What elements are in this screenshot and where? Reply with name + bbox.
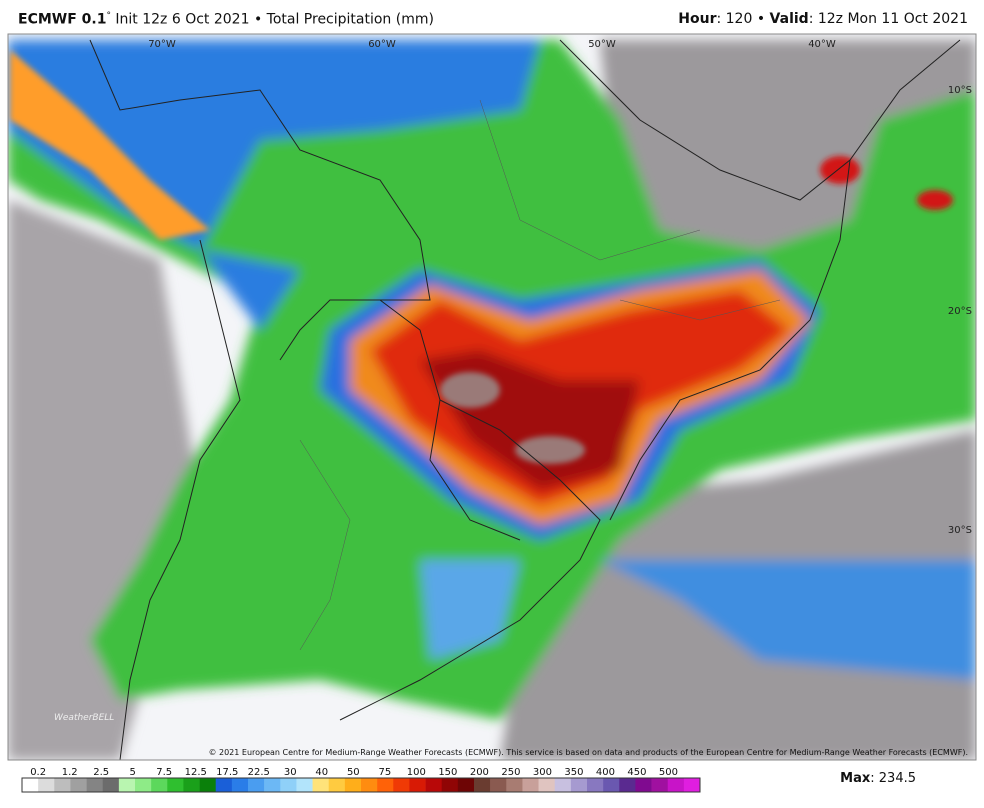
colorbar-swatch <box>70 778 87 792</box>
colorbar-swatch <box>328 778 346 792</box>
colorbar-label: 350 <box>564 767 583 778</box>
colorbar-label: 400 <box>596 767 615 778</box>
colorbar-swatch <box>425 778 443 792</box>
colorbar-swatch <box>167 778 184 792</box>
colorbar-swatch <box>506 778 523 792</box>
colorbar-label: 2.5 <box>93 767 109 778</box>
colorbar-swatch <box>312 778 330 792</box>
colorbar-swatch <box>587 778 604 792</box>
lon-label: 40°W <box>808 39 836 50</box>
colorbar-label: 100 <box>407 767 426 778</box>
colorbar-label: 250 <box>501 767 520 778</box>
colorbar-swatch <box>635 778 652 792</box>
colorbar-label: 75 <box>378 767 391 778</box>
colorbar-swatch <box>651 778 669 792</box>
colorbar-swatch <box>102 778 120 792</box>
map-frame <box>7 33 977 761</box>
colorbar-swatch <box>361 778 378 792</box>
header-left: ECMWF 0.1° Init 12z 6 Oct 2021 • Total P… <box>18 11 434 28</box>
colorbar-swatch <box>522 778 539 792</box>
colorbar-swatch <box>683 778 701 792</box>
colorbar-swatch <box>393 778 410 792</box>
colorbar-swatch <box>538 778 556 792</box>
valid-text: : 12z Mon 11 Oct 2021 <box>808 11 968 27</box>
colorbar-swatch <box>377 778 394 792</box>
colorbar-swatch <box>54 778 71 792</box>
colorbar-swatch <box>199 778 217 792</box>
colorbar-swatch <box>118 778 136 792</box>
max-text: Max: 234.5 <box>840 771 916 786</box>
colorbar-label: 0.2 <box>30 767 46 778</box>
colorbar-swatch <box>409 778 426 792</box>
lat-label: 20°S <box>948 306 972 317</box>
colorbar-label: 50 <box>347 767 360 778</box>
header-right: Hour: 120 • Valid: 12z Mon 11 Oct 2021 <box>678 11 968 27</box>
hour-label: Hour <box>678 11 717 27</box>
logo: WeatherBELL <box>54 713 114 723</box>
colorbar-swatch <box>570 778 588 792</box>
colorbar-label: 7.5 <box>156 767 172 778</box>
colorbar-label: 150 <box>438 767 457 778</box>
colorbar-swatch <box>490 778 507 792</box>
valid-label: Valid <box>769 11 809 27</box>
colorbar-swatch <box>264 778 281 792</box>
colorbar-swatch <box>151 778 168 792</box>
colorbar-label: 40 <box>315 767 328 778</box>
lon-label: 50°W <box>588 39 616 50</box>
colorbar-swatch <box>280 778 297 792</box>
hour-text: : 120 • <box>716 11 766 27</box>
colorbar-swatch <box>86 778 104 792</box>
colorbar-label: 500 <box>659 767 678 778</box>
colorbar-swatch <box>135 778 152 792</box>
colorbar-swatch <box>296 778 313 792</box>
title: ECMWF 0.1 <box>18 11 107 28</box>
colorbar-swatch <box>457 778 475 792</box>
colorbar-swatch <box>441 778 459 792</box>
colorbar-swatch <box>231 778 249 792</box>
colorbar-swatch <box>667 778 685 792</box>
colorbar-label: 200 <box>470 767 489 778</box>
colorbar-label: 300 <box>533 767 552 778</box>
colorbar-label: 22.5 <box>248 767 270 778</box>
colorbar-swatch <box>603 778 620 792</box>
max-value: : 234.5 <box>870 771 916 786</box>
lat-label: 10°S <box>948 85 972 96</box>
colorbar-label: 17.5 <box>216 767 238 778</box>
colorbar-swatch <box>38 778 55 792</box>
colorbar-frame <box>21 777 701 793</box>
lat-label: 30°S <box>948 525 972 536</box>
colorbar-label: 5 <box>130 767 136 778</box>
colorbar-swatch <box>619 778 636 792</box>
colorbar-swatch <box>554 778 572 792</box>
colorbar-swatch <box>474 778 491 792</box>
copyright: © 2021 European Centre for Medium-Range … <box>208 748 968 757</box>
colorbar-swatch <box>22 778 39 792</box>
degree: ° <box>106 11 111 21</box>
precip-field <box>8 34 976 760</box>
lon-label: 60°W <box>368 39 396 50</box>
max-label: Max <box>840 771 871 786</box>
colorbar-swatch <box>183 778 200 792</box>
colorbar-swatch <box>248 778 265 792</box>
colorbar-swatch <box>215 778 233 792</box>
colorbar-label: 450 <box>627 767 646 778</box>
colorbar-label: 1.2 <box>62 767 78 778</box>
lon-label: 70°W <box>148 39 176 50</box>
colorbar-swatch <box>344 778 362 792</box>
subtitle: Init 12z 6 Oct 2021 • Total Precipitatio… <box>115 11 434 28</box>
colorbar-label: 30 <box>284 767 297 778</box>
colorbar-label: 12.5 <box>185 767 207 778</box>
